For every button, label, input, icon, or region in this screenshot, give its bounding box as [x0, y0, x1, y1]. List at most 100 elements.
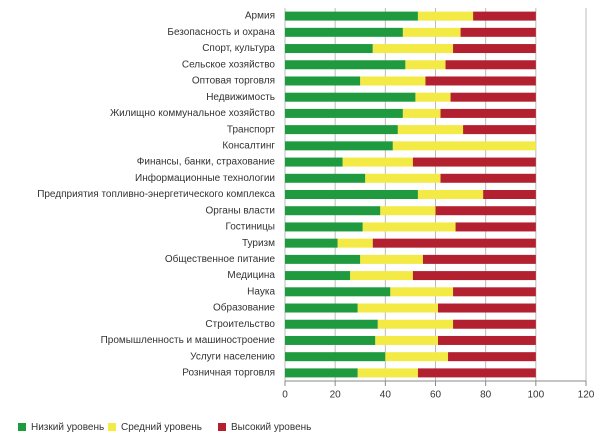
legend-label: Высокий уровень: [231, 422, 311, 433]
bar-segment: [357, 368, 418, 378]
bar-segment: [360, 76, 426, 86]
bar-segment: [372, 238, 536, 248]
bar-segment: [438, 303, 536, 313]
bar-segment: [285, 287, 391, 297]
x-tick-label: 80: [480, 390, 492, 401]
bars: [285, 11, 536, 378]
bar-segment: [390, 287, 454, 297]
legend-swatch: [218, 423, 226, 431]
bar-segment: [380, 206, 436, 216]
bar-segment: [453, 287, 536, 297]
bar-segment: [372, 44, 454, 54]
y-tick-label: Консалтинг: [222, 140, 275, 151]
bar-segment: [285, 76, 361, 86]
y-tick-label: Органы власти: [206, 205, 275, 216]
bar-segment: [453, 319, 536, 329]
y-tick-label: Сельское хозяйство: [182, 59, 276, 70]
bar-segment: [483, 190, 536, 199]
bar-segment: [435, 206, 536, 216]
bar-segment: [412, 157, 536, 167]
bar-segment: [422, 254, 536, 264]
bar-segment: [357, 303, 439, 313]
bar-segment: [285, 368, 358, 378]
bar-segment: [412, 271, 536, 281]
bar-segment: [365, 173, 441, 183]
legend-label: Средний уровень: [121, 422, 202, 433]
bar-segment: [448, 352, 536, 362]
bar-segment: [417, 190, 484, 199]
y-tick-label: Недвижимость: [206, 92, 275, 103]
bar-segment: [473, 11, 536, 21]
bar-segment: [285, 254, 361, 264]
x-tick-label: 120: [578, 390, 595, 401]
y-tick-label: Наука: [247, 286, 275, 297]
bar-segment: [385, 352, 449, 362]
bar-segment: [362, 222, 456, 232]
bar-segment: [285, 335, 376, 345]
bar-segment: [285, 303, 358, 313]
bar-segment: [425, 76, 536, 86]
y-tick-label: Безопасность и охрана: [167, 27, 275, 38]
bar-segment: [438, 335, 536, 345]
bar-segment: [392, 141, 536, 151]
legend-swatch: [108, 423, 116, 431]
bar-segment: [285, 60, 406, 70]
y-tick-label: Оптовая торговля: [192, 76, 275, 87]
legend-label: Низкий уровень: [31, 422, 104, 433]
y-tick-label: Общественное питание: [165, 253, 276, 265]
bar-segment: [285, 44, 373, 54]
y-tick-label: Промышленность и машиностроение: [101, 335, 276, 346]
y-tick-label: Информационные технологии: [135, 172, 275, 184]
labels: 0 20 40 60 80 100 120 Армия Безопасность и охран…: [37, 11, 595, 401]
x-tick-label: 40: [380, 390, 392, 401]
y-tick-label: Туризм: [242, 238, 275, 249]
bar-segment: [417, 11, 474, 21]
y-tick-label: Финансы, банки, страхование: [137, 156, 276, 168]
bar-segment: [285, 238, 338, 248]
y-tick-label: Предприятия топливно-энергетического ком…: [37, 189, 275, 200]
bar-segment: [402, 108, 441, 118]
bar-segment: [397, 125, 464, 135]
y-tick-label: Медицина: [227, 270, 275, 281]
y-tick-label: Образование: [213, 302, 275, 314]
x-tick-label: 20: [330, 390, 342, 401]
bar-segment: [285, 206, 381, 216]
y-tick-label: Розничная торговля: [182, 368, 275, 379]
y-tick-label: Гостиницы: [226, 222, 276, 233]
bar-segment: [360, 254, 423, 264]
bar-segment: [285, 271, 351, 281]
bar-segment: [285, 27, 403, 37]
bar-segment: [440, 108, 536, 118]
legend-swatch: [18, 423, 26, 431]
bar-segment: [377, 319, 454, 329]
bar-segment: [455, 222, 536, 232]
bar-segment: [285, 92, 416, 102]
bar-segment: [440, 173, 536, 183]
y-tick-label: Услуги населению: [190, 351, 275, 362]
bar-segment: [285, 190, 418, 199]
bar-segment: [285, 11, 418, 21]
bar-segment: [463, 125, 536, 135]
y-tick-label: Армия: [245, 11, 275, 22]
bar-segment: [402, 27, 461, 37]
bar-segment: [285, 173, 366, 183]
bar-segment: [375, 335, 439, 345]
bar-segment: [453, 44, 536, 54]
bar-segment: [342, 157, 413, 167]
bar-segment: [285, 141, 393, 151]
bar-segment: [405, 60, 446, 70]
bar-segment: [350, 271, 413, 281]
bar-segment: [460, 27, 536, 37]
bar-segment: [417, 368, 536, 378]
bar-segment: [415, 92, 451, 102]
bar-segment: [285, 222, 363, 232]
x-tick-label: 0: [282, 390, 288, 401]
legend: Низкий уровень Средний уровень Высокий уро…: [18, 422, 311, 433]
y-tick-label: Строительство: [205, 319, 275, 330]
bar-segment: [285, 352, 386, 362]
x-tick-label: 100: [527, 390, 544, 401]
y-tick-label: Транспорт: [227, 124, 276, 135]
bar-segment: [285, 125, 398, 135]
bar-segment: [450, 92, 536, 102]
